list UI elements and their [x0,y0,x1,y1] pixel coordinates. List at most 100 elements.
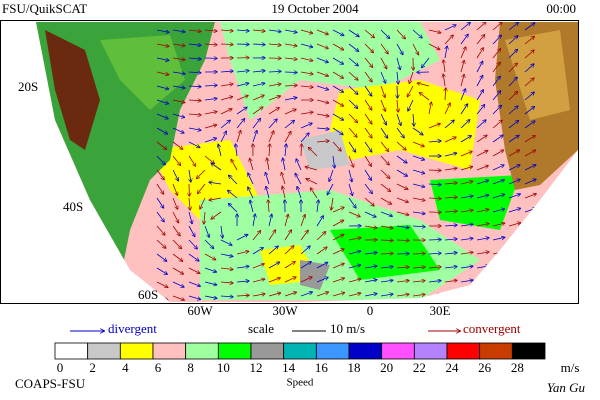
wind-arrow [283,158,286,171]
wind-arrow [412,253,425,254]
wind-arrow [172,197,178,209]
wind-arrow [508,194,520,199]
wind-arrow [188,295,201,299]
wind-arrow [460,252,473,254]
wind-arrow [220,71,233,72]
wind-arrow [492,76,500,87]
wind-arrow [284,98,297,101]
wind-arrow [156,127,167,134]
wind-arrow [428,184,441,185]
wind-arrow [156,85,169,89]
wind-arrow [284,44,297,46]
wind-arrow [172,127,184,133]
colorbar-box [119,342,154,360]
wind-arrow [364,127,372,138]
wind-arrow [156,71,169,75]
wind-arrow [284,132,291,143]
wind-arrow [508,265,521,269]
wind-arrow [297,187,302,199]
speed-area [220,22,440,120]
wind-arrow [300,262,311,269]
wind-arrow [476,151,488,157]
wind-arrow [204,125,217,129]
wind-arrow [380,253,393,254]
wind-arrow [428,267,441,268]
wind-arrow [476,35,485,45]
wind-arrow [508,237,521,241]
wind-arrow [508,121,518,129]
wind-arrow [524,36,534,45]
wind-arrow [284,85,297,86]
wind-arrow [443,60,445,73]
wind-arrow [204,267,216,272]
wind-arrow [220,97,232,101]
wind-arrow [284,72,297,73]
wind-arrow [412,294,425,296]
colorbar-tick-label: 16 [315,360,329,375]
wind-arrow [316,57,328,62]
wind-arrow [524,136,535,143]
speed-area [330,80,480,170]
wind-arrow [460,280,473,282]
wind-arrow [408,99,414,111]
wind-arrow [332,99,343,106]
wind-arrow [476,48,483,59]
wind-arrow [444,294,457,296]
title: FSU/QuikSCAT [2,1,87,16]
wind-arrow [492,223,505,227]
wind-arrow [172,99,185,103]
wind-arrow [252,264,264,269]
wind-arrow [156,169,164,180]
wind-arrow [476,90,483,101]
wind-arrow [231,160,238,171]
wind-arrow [268,230,276,241]
wind-arrow [364,253,377,254]
wind-arrow [412,183,425,187]
wind-arrow [524,107,534,115]
wind-arrow [364,29,374,38]
wind-arrow [428,124,440,129]
wind-arrow [348,197,356,208]
wind-arrow [188,211,192,224]
wind-arrow [348,265,361,269]
wind-arrow [268,30,281,32]
wind-arrow [188,58,201,59]
wind-arrow [285,144,286,157]
wind-arrow [444,137,456,143]
wind-arrow [460,238,473,240]
wind-arrow [156,113,168,119]
wind-arrow [266,186,270,199]
wind-arrow [412,212,425,214]
wind-arrow [428,29,441,33]
wind-arrow [316,85,328,90]
wind-arrow [332,207,344,213]
wind-arrow [444,183,457,184]
wind-arrow [220,120,230,129]
wind-arrow [236,295,249,296]
land [100,35,185,110]
wind-arrow [364,43,373,53]
wind-arrow [508,179,520,185]
wind-arrow [332,293,345,297]
wind-arrow [476,280,489,282]
wind-arrow [444,197,457,198]
wind-arrow [460,266,473,268]
wind-arrow [460,22,470,31]
wind-arrow [204,30,217,31]
wind-arrow [332,249,344,255]
wind-arrow [188,30,201,32]
wind-arrow [476,238,489,241]
wind-arrow [282,186,286,199]
wind-arrow [248,173,254,185]
wind-arrow [300,86,313,87]
wind-arrow [524,265,537,269]
wind-arrow [252,30,265,31]
wind-arrow [228,204,238,213]
wind-arrow [412,29,422,38]
wind-arrow [156,99,168,104]
wind-arrow [268,246,278,255]
wind-arrow [189,169,191,182]
wind-arrow [317,200,318,213]
wind-arrow [220,109,232,115]
wind-arrow [380,141,389,151]
